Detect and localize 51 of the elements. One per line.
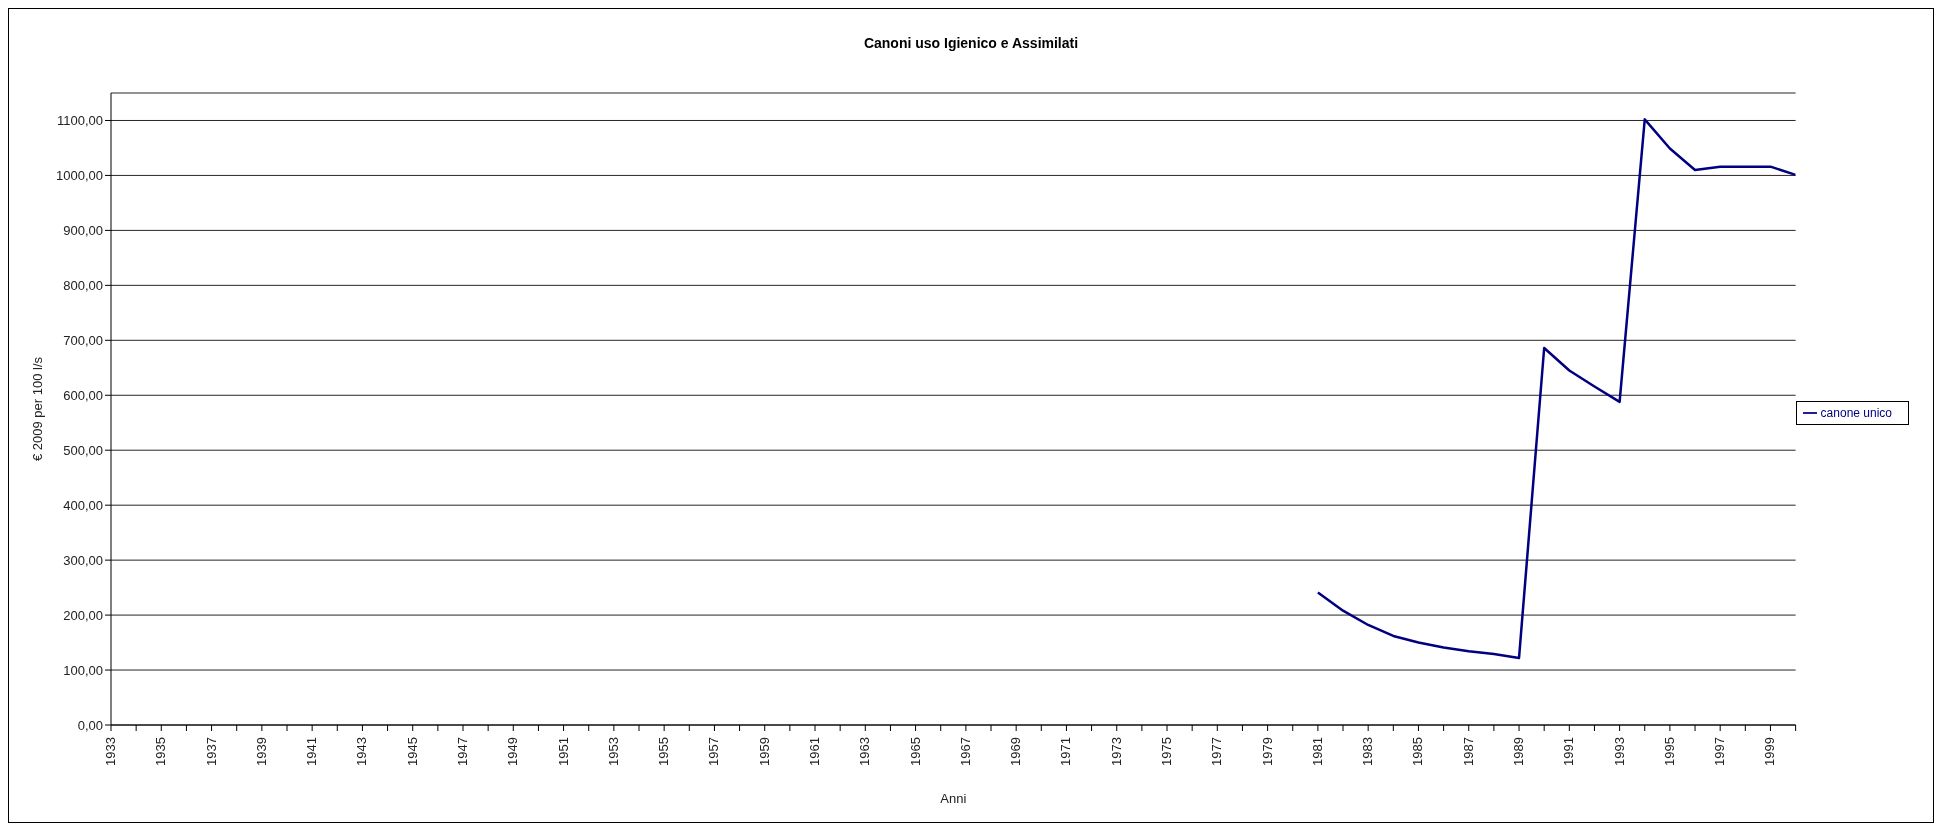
chart-title: Canoni uso Igienico e Assimilati bbox=[862, 35, 1080, 51]
x-tick-label: 1959 bbox=[756, 737, 772, 766]
x-tick-label: 1989 bbox=[1511, 737, 1527, 766]
y-tick-label: 100,00 bbox=[63, 662, 103, 678]
x-tick-label: 1995 bbox=[1661, 737, 1677, 766]
x-tick-label: 1991 bbox=[1561, 737, 1577, 766]
x-tick-label: 1951 bbox=[555, 737, 571, 766]
y-tick-label: 1100,00 bbox=[56, 113, 103, 129]
x-tick-label: 1935 bbox=[153, 737, 169, 766]
x-tick-label: 1941 bbox=[304, 737, 320, 766]
x-tick-label: 1943 bbox=[354, 737, 370, 766]
x-tick-label: 1933 bbox=[103, 737, 118, 766]
y-tick-label: 500,00 bbox=[63, 442, 103, 458]
x-tick-label: 1937 bbox=[203, 737, 219, 766]
y-tick-label: 400,00 bbox=[63, 497, 103, 513]
x-tick-label: 1973 bbox=[1108, 737, 1124, 766]
x-tick-label: 1999 bbox=[1762, 737, 1778, 766]
x-tick-label: 1965 bbox=[907, 737, 923, 766]
y-tick-label: 1000,00 bbox=[56, 168, 103, 184]
x-tick-label: 1945 bbox=[404, 737, 420, 766]
x-axis-title: Anni bbox=[940, 791, 967, 806]
y-tick-label: 900,00 bbox=[63, 223, 103, 239]
y-tick-label: 700,00 bbox=[63, 332, 103, 348]
x-tick-label: 1979 bbox=[1259, 737, 1275, 766]
x-tick-label: 1987 bbox=[1460, 737, 1476, 766]
x-tick-label: 1947 bbox=[455, 737, 471, 766]
y-tick-label: 200,00 bbox=[63, 607, 103, 623]
x-tick-label: 1983 bbox=[1360, 737, 1376, 766]
x-tick-label: 1997 bbox=[1712, 737, 1728, 766]
y-axis-title: € 2009 per 100 l/s bbox=[29, 356, 45, 462]
y-tick-label: 0,00 bbox=[77, 717, 103, 733]
x-tick-label: 1953 bbox=[605, 737, 621, 766]
x-tick-label: 1969 bbox=[1008, 737, 1024, 766]
x-tick-label: 1961 bbox=[807, 737, 823, 766]
x-tick-label: 1939 bbox=[253, 737, 269, 766]
x-tick-label: 1957 bbox=[706, 737, 722, 766]
x-tick-label: 1975 bbox=[1159, 737, 1175, 766]
y-tick-label: 300,00 bbox=[63, 552, 103, 568]
y-tick-label: 600,00 bbox=[63, 387, 103, 403]
x-tick-label: 1981 bbox=[1309, 737, 1325, 766]
x-tick-label: 1955 bbox=[656, 737, 672, 766]
line-series bbox=[1316, 118, 1796, 660]
x-tick-label: 1993 bbox=[1611, 737, 1627, 766]
y-tick-label: 800,00 bbox=[63, 277, 103, 293]
x-tick-label: 1967 bbox=[957, 737, 973, 766]
x-tick-label: 1985 bbox=[1410, 737, 1426, 766]
legend-label: canone unico bbox=[1820, 405, 1892, 420]
x-tick-label: 1949 bbox=[505, 737, 521, 766]
x-tick-label: 1971 bbox=[1058, 737, 1074, 766]
x-tick-label: 1977 bbox=[1209, 737, 1225, 766]
x-tick-label: 1963 bbox=[857, 737, 873, 766]
